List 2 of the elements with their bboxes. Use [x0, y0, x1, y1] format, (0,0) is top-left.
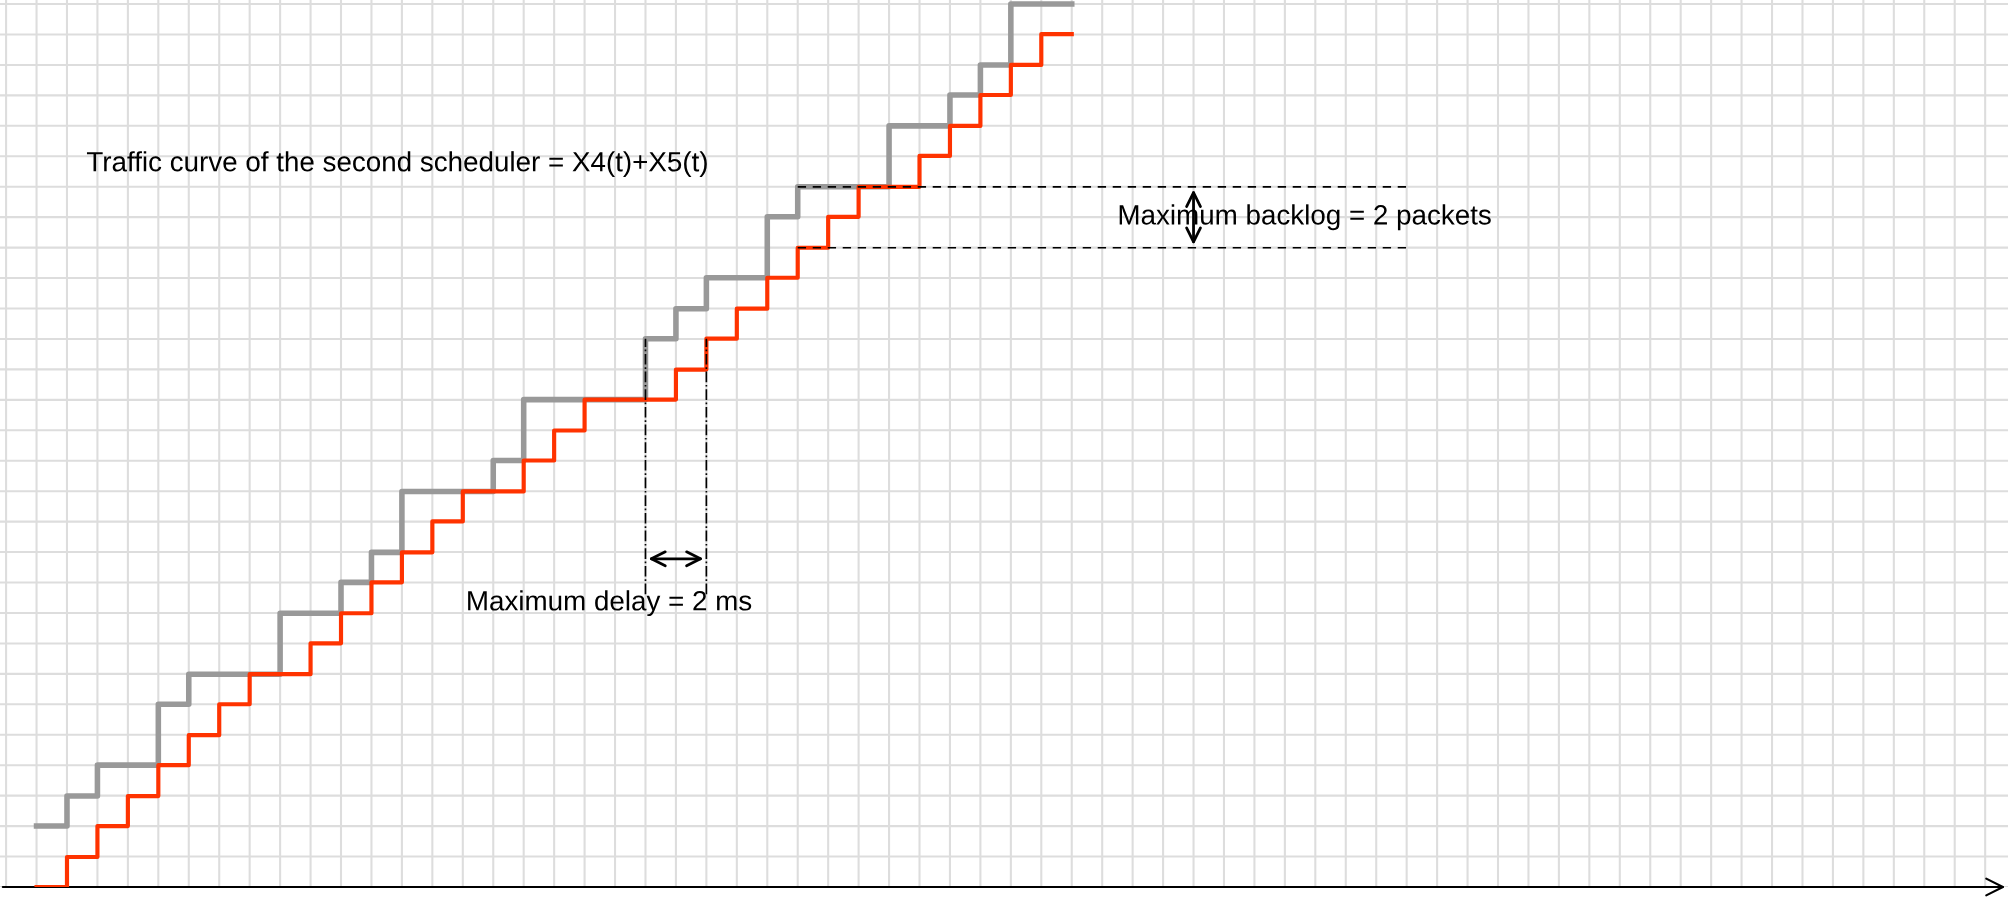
annotation: Maximum delay = 2 ms: [468, 590, 752, 617]
annotation: Traffic curve of the second scheduler = X4(t)+X5(t): [86, 151, 707, 178]
